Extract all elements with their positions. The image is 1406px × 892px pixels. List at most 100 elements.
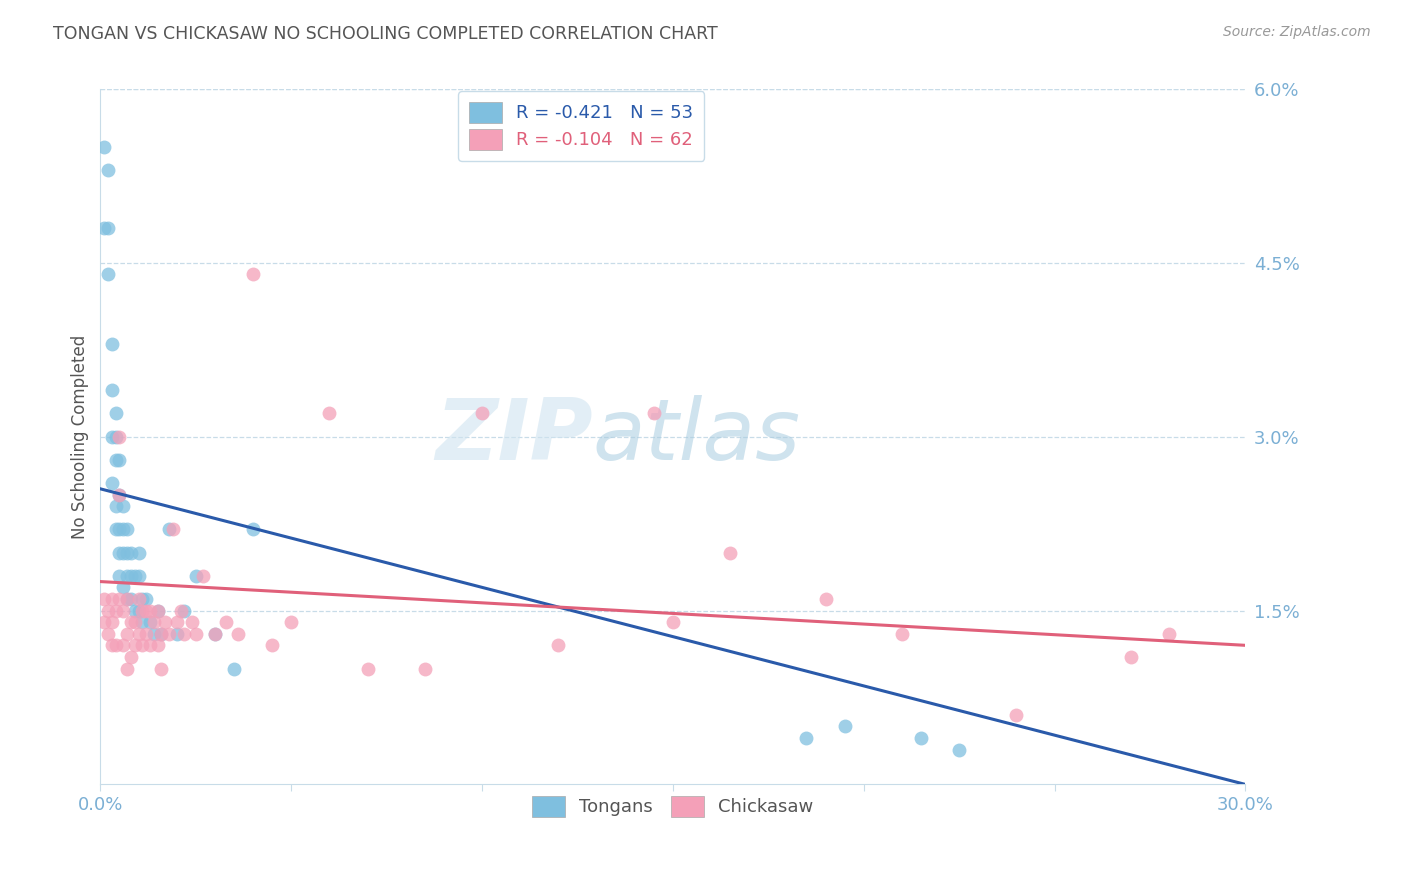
Point (112, 522, 135, 536)
Point (108, 430, 131, 444)
Point (280, 615, 302, 629)
Point (356, 661, 378, 675)
Point (93, 615, 115, 629)
Point (120, 591, 142, 606)
Point (948, 742, 970, 756)
Point (910, 731, 932, 745)
Point (104, 522, 127, 536)
Point (108, 568, 131, 582)
Point (101, 430, 124, 444)
Point (662, 615, 685, 629)
Point (204, 626, 226, 640)
Point (890, 626, 912, 640)
Point (135, 626, 157, 640)
Point (139, 638, 162, 652)
Point (115, 661, 138, 675)
Point (97, 163, 120, 178)
Point (215, 615, 238, 629)
Point (150, 626, 173, 640)
Point (101, 638, 124, 652)
Point (242, 268, 264, 282)
Point (718, 545, 741, 559)
Point (796, 731, 818, 745)
Point (104, 453, 127, 467)
Point (1157, 626, 1180, 640)
Point (97, 221, 120, 235)
Text: ZIP: ZIP (434, 395, 593, 478)
Point (128, 626, 150, 640)
Point (135, 591, 157, 606)
Point (115, 522, 138, 536)
Point (184, 626, 207, 640)
Point (262, 638, 284, 652)
Point (101, 337, 124, 351)
Point (97, 603, 120, 617)
Point (166, 626, 188, 640)
Y-axis label: No Schooling Completed: No Schooling Completed (72, 334, 89, 539)
Point (162, 522, 184, 536)
Point (108, 488, 131, 502)
Point (139, 603, 162, 617)
Point (142, 626, 165, 640)
Point (204, 626, 226, 640)
Point (120, 568, 142, 582)
Point (112, 545, 135, 559)
Text: Source: ZipAtlas.com: Source: ZipAtlas.com (1223, 25, 1371, 39)
Point (193, 568, 215, 582)
Point (1119, 649, 1142, 664)
Point (104, 638, 127, 652)
Point (131, 638, 153, 652)
Point (471, 407, 494, 421)
Point (101, 476, 124, 491)
Point (131, 615, 153, 629)
Legend: Tongans, Chickasaw: Tongans, Chickasaw (526, 789, 821, 824)
Point (112, 638, 135, 652)
Point (115, 545, 138, 559)
Point (128, 568, 150, 582)
Point (131, 591, 153, 606)
Point (146, 638, 169, 652)
Point (93, 221, 115, 235)
Point (169, 603, 191, 617)
Point (181, 615, 204, 629)
Point (146, 603, 169, 617)
Point (166, 615, 188, 629)
Point (124, 638, 146, 652)
Point (242, 522, 264, 536)
Point (115, 591, 138, 606)
Point (124, 568, 146, 582)
Point (101, 615, 124, 629)
Point (142, 615, 165, 629)
Point (814, 591, 837, 606)
Point (115, 568, 138, 582)
Point (135, 603, 157, 617)
Point (112, 603, 135, 617)
Point (222, 661, 245, 675)
Point (1005, 707, 1028, 722)
Point (128, 603, 150, 617)
Point (128, 545, 150, 559)
Point (157, 522, 180, 536)
Point (120, 545, 142, 559)
Point (108, 453, 131, 467)
Point (155, 615, 177, 629)
Point (108, 545, 131, 559)
Point (184, 568, 207, 582)
Text: atlas: atlas (593, 395, 801, 478)
Point (139, 615, 162, 629)
Point (115, 591, 138, 606)
Point (128, 591, 150, 606)
Point (97, 268, 120, 282)
Point (150, 626, 173, 640)
Text: TONGAN VS CHICKASAW NO SCHOOLING COMPLETED CORRELATION CHART: TONGAN VS CHICKASAW NO SCHOOLING COMPLET… (53, 25, 718, 43)
Point (643, 407, 665, 421)
Point (226, 626, 249, 640)
Point (146, 603, 169, 617)
Point (101, 591, 124, 606)
Point (104, 603, 127, 617)
Point (318, 407, 340, 421)
Point (112, 500, 135, 514)
Point (120, 649, 142, 664)
Point (93, 591, 115, 606)
Point (131, 603, 153, 617)
